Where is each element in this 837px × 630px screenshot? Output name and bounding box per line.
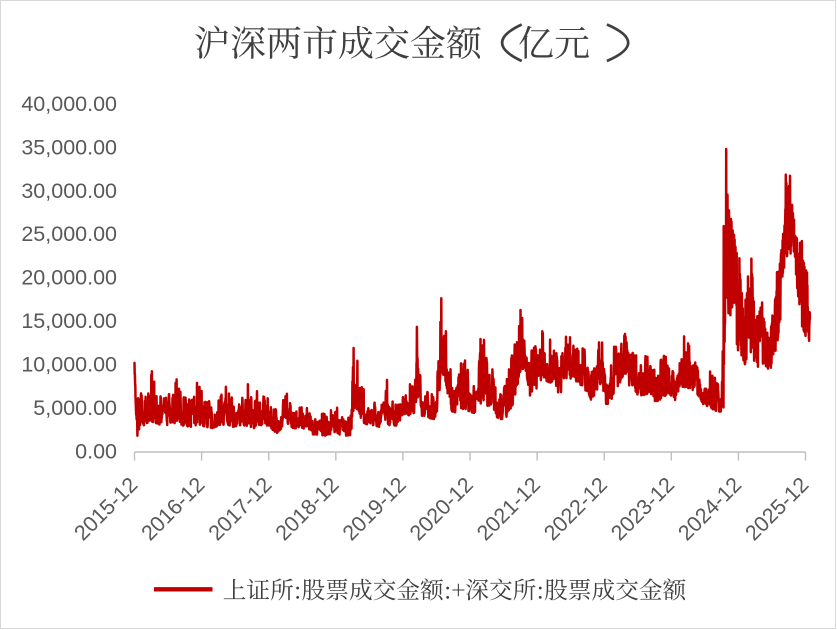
svg-text:15,000.00: 15,000.00 <box>21 309 117 333</box>
svg-text:2022-12: 2022-12 <box>539 473 612 546</box>
svg-text:2023-12: 2023-12 <box>606 473 679 546</box>
svg-text:2018-12: 2018-12 <box>271 473 344 546</box>
svg-text:10,000.00: 10,000.00 <box>21 353 117 377</box>
svg-text:5,000.00: 5,000.00 <box>33 396 117 420</box>
svg-text:2025-12: 2025-12 <box>741 473 814 546</box>
svg-text:2016-12: 2016-12 <box>137 473 210 546</box>
svg-text:40,000.00: 40,000.00 <box>21 92 117 116</box>
svg-text:30,000.00: 30,000.00 <box>21 179 117 203</box>
svg-text:2024-12: 2024-12 <box>673 473 746 546</box>
svg-text:2021-12: 2021-12 <box>472 473 545 546</box>
svg-text:2017-12: 2017-12 <box>204 473 277 546</box>
svg-text:2020-12: 2020-12 <box>405 473 478 546</box>
svg-text:20,000.00: 20,000.00 <box>21 266 117 290</box>
svg-text:2019-12: 2019-12 <box>338 473 411 546</box>
svg-text:0.00: 0.00 <box>75 440 117 464</box>
svg-text:25,000.00: 25,000.00 <box>21 222 117 246</box>
svg-text:35,000.00: 35,000.00 <box>21 135 117 159</box>
svg-text:2015-12: 2015-12 <box>70 473 143 546</box>
